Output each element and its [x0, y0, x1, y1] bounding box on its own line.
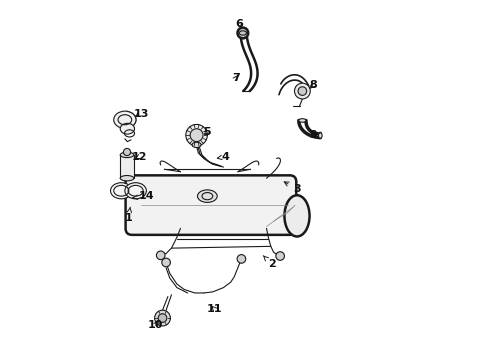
Ellipse shape [197, 190, 217, 202]
Circle shape [276, 252, 285, 260]
Text: 3: 3 [284, 182, 301, 194]
Circle shape [237, 255, 245, 263]
Circle shape [123, 148, 131, 156]
Ellipse shape [120, 176, 134, 181]
Text: 11: 11 [207, 304, 222, 314]
FancyBboxPatch shape [125, 175, 296, 235]
Circle shape [158, 314, 167, 322]
Circle shape [190, 129, 203, 141]
Text: 10: 10 [147, 320, 163, 330]
Text: 14: 14 [133, 191, 154, 201]
Text: 12: 12 [131, 152, 147, 162]
Circle shape [298, 87, 307, 95]
Ellipse shape [318, 133, 322, 138]
Circle shape [162, 258, 171, 267]
Circle shape [238, 28, 248, 39]
Text: 5: 5 [203, 127, 211, 136]
Text: 9: 9 [309, 130, 317, 140]
Ellipse shape [285, 195, 310, 237]
Circle shape [186, 125, 207, 146]
Ellipse shape [125, 183, 147, 199]
Circle shape [156, 251, 165, 260]
Ellipse shape [299, 119, 306, 122]
Text: 8: 8 [309, 80, 317, 90]
Text: 6: 6 [236, 19, 244, 29]
Ellipse shape [111, 183, 132, 199]
Text: 4: 4 [218, 152, 229, 162]
Ellipse shape [120, 152, 134, 158]
Text: 7: 7 [232, 73, 240, 83]
Text: 2: 2 [263, 256, 276, 269]
Ellipse shape [192, 142, 201, 148]
Ellipse shape [114, 111, 136, 129]
Circle shape [294, 83, 310, 99]
Ellipse shape [120, 123, 135, 134]
Circle shape [155, 310, 171, 326]
Bar [120, 155, 134, 178]
Text: 13: 13 [133, 109, 148, 119]
Text: 1: 1 [124, 207, 132, 222]
